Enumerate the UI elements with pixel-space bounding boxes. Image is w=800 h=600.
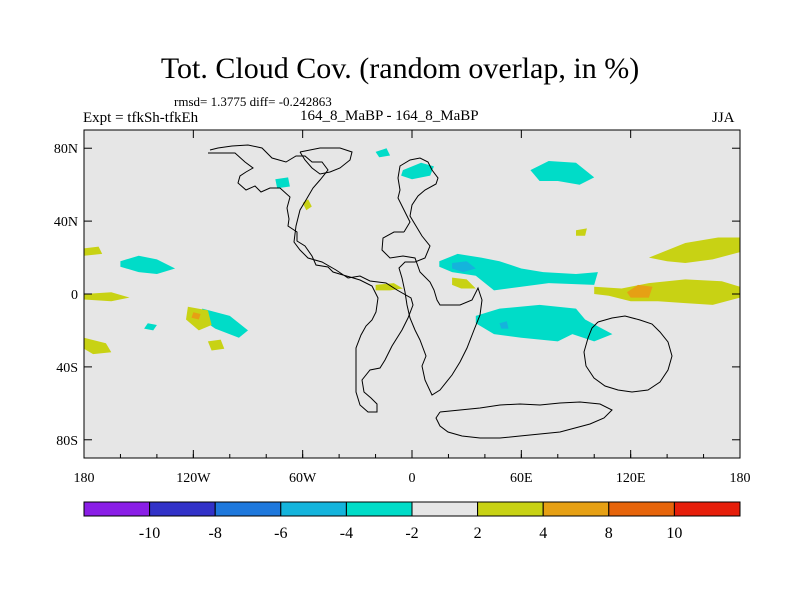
anomaly-region-southeast-asia-positive bbox=[576, 228, 587, 236]
x-tick-label: 120W bbox=[176, 471, 211, 486]
colorbar-swatch bbox=[477, 501, 544, 517]
colorbar-label: 2 bbox=[474, 525, 482, 542]
x-tick-label: 180 bbox=[730, 471, 751, 486]
anomaly-region-central-africa-negative-core bbox=[452, 261, 476, 273]
coastline-greenland bbox=[299, 147, 353, 175]
colorbar-label: -4 bbox=[340, 525, 353, 542]
x-tick-label: 60W bbox=[289, 471, 317, 486]
y-tick-label: 40N bbox=[54, 215, 78, 230]
anomaly-region-northeast-pacific-positive bbox=[648, 237, 740, 263]
y-tick-label: 0 bbox=[71, 288, 78, 303]
experiment-label: Expt = tfkSh-tfkEh bbox=[83, 110, 199, 126]
x-tick-label: 60E bbox=[510, 471, 533, 486]
axis-ticks: 180 120W 60W 0 60E 120E 180 80N 40N 0 40S 80S bbox=[54, 130, 751, 486]
anomaly-region-south-pacific-negative bbox=[197, 308, 248, 338]
colorbar-swatch bbox=[214, 501, 282, 517]
colorbar-label: -6 bbox=[274, 525, 287, 542]
colorbar-swatch bbox=[345, 501, 413, 517]
anomaly-region-equatorial-atlantic-positive bbox=[375, 283, 403, 291]
anomaly-region-east-pacific-positive bbox=[84, 292, 130, 302]
colorbar-swatch bbox=[673, 501, 741, 517]
anomaly-region-west-pacific-positive-core bbox=[627, 284, 653, 298]
anomaly-region-west-africa-positive bbox=[452, 277, 476, 289]
colorbar-label: -8 bbox=[209, 525, 222, 542]
colorbar-swatch bbox=[149, 501, 216, 517]
anomaly-region-indian-ocean-negative-core bbox=[499, 321, 509, 329]
anomaly-region-north-america-negative bbox=[275, 177, 290, 189]
anomaly-region-west-pacific-positive bbox=[594, 279, 740, 305]
coastline-antarctica bbox=[435, 401, 613, 439]
x-tick-label: 180 bbox=[74, 471, 95, 486]
anomaly-region-arctic-europe-negative bbox=[401, 162, 434, 180]
anomaly-region-central-pacific-positive bbox=[84, 246, 103, 256]
colorbar-label: 8 bbox=[605, 525, 613, 542]
coastline-americas bbox=[208, 144, 414, 413]
x-tick-label: 120E bbox=[616, 471, 646, 486]
y-tick-label: 40S bbox=[56, 361, 78, 376]
colorbar-swatch bbox=[542, 501, 610, 517]
colorbar-swatch bbox=[83, 501, 151, 517]
x-tick-label: 0 bbox=[409, 471, 416, 486]
stats-line: rmsd= 1.3775 diff= -0.242863 bbox=[174, 94, 332, 109]
y-tick-label: 80N bbox=[54, 142, 78, 157]
anomaly-region-indian-ocean-negative bbox=[475, 304, 613, 342]
colorbar: -10 -8 -6 -4 -2 2 4 8 10 bbox=[83, 501, 741, 542]
coastline-australia bbox=[583, 315, 673, 393]
anomaly-region-siberia-negative bbox=[530, 161, 595, 185]
chart-title: Tot. Cloud Cov. (random overlap, in %) bbox=[160, 52, 640, 85]
anomaly-region-north-atlantic-negative bbox=[375, 148, 391, 158]
anomaly-region-south-pacific-positive-core bbox=[191, 312, 201, 320]
coastline-eurasia-africa bbox=[381, 157, 483, 396]
colorbar-swatch bbox=[280, 501, 347, 517]
anomaly-region-south-pacific-positive-small bbox=[207, 339, 225, 351]
anomaly-regions bbox=[84, 148, 740, 355]
colorbar-swatch bbox=[608, 501, 675, 517]
season-label: JJA bbox=[712, 110, 735, 126]
center-label: 164_8_MaBP - 164_8_MaBP bbox=[300, 108, 479, 124]
coastlines bbox=[208, 144, 673, 439]
colorbar-label: -2 bbox=[405, 525, 418, 542]
anomaly-region-central-africa-negative bbox=[439, 253, 598, 291]
colorbar-label: -10 bbox=[139, 525, 160, 542]
colorbar-label: 4 bbox=[539, 525, 547, 542]
colorbar-label: 10 bbox=[666, 525, 682, 542]
colorbar-swatch bbox=[411, 501, 479, 517]
anomaly-region-east-pacific-negative bbox=[120, 255, 176, 274]
y-tick-label: 80S bbox=[56, 434, 78, 449]
anomaly-region-southeast-pacific-positive bbox=[84, 337, 112, 355]
anomaly-region-south-pacific-negative-small bbox=[144, 323, 157, 331]
